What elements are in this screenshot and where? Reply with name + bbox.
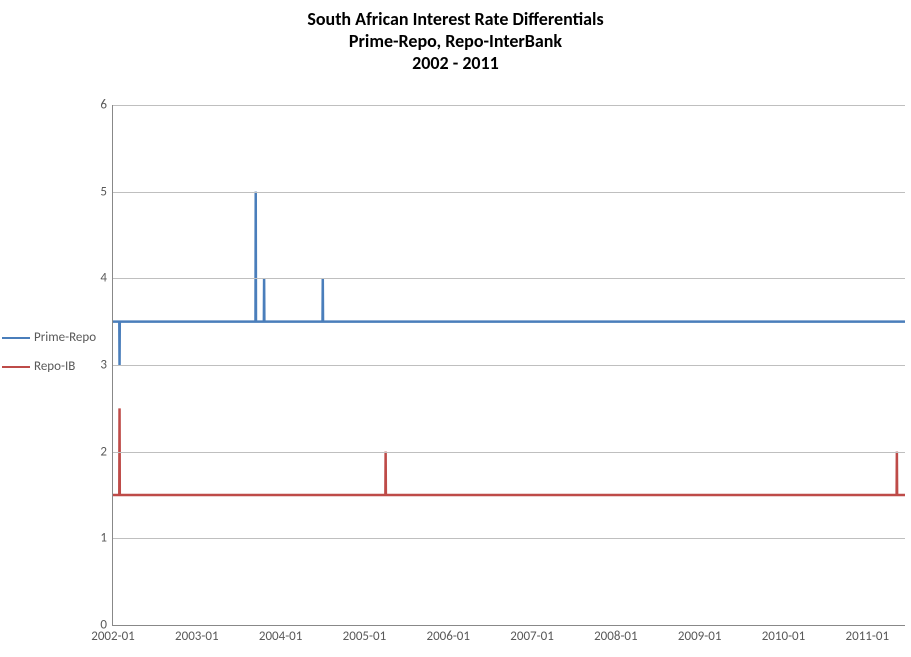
gridline — [113, 365, 905, 366]
legend-swatch — [2, 337, 30, 339]
gridline — [113, 452, 905, 453]
gridline — [113, 538, 905, 539]
x-tick-label: 2009-01 — [678, 629, 722, 644]
legend-label: Prime-Repo — [34, 330, 96, 345]
y-tick-label: 3 — [100, 358, 107, 373]
gridline — [113, 192, 905, 193]
x-tick-label: 2004-01 — [259, 629, 303, 644]
chart-container: South African Interest Rate Differential… — [0, 0, 911, 657]
y-tick-label: 6 — [100, 98, 107, 113]
y-tick-label: 4 — [100, 271, 107, 286]
plot-area: 01234562002-012003-012004-012005-012006-… — [112, 105, 905, 626]
y-tick-label: 1 — [100, 531, 107, 546]
x-tick-label: 2011-01 — [846, 629, 890, 644]
y-tick-label: 2 — [100, 444, 107, 459]
chart-title: South African Interest Rate Differential… — [0, 8, 911, 74]
legend-item: Prime-Repo — [2, 330, 96, 345]
x-tick-label: 2003-01 — [175, 629, 219, 644]
title-line: 2002 - 2011 — [0, 52, 911, 74]
y-tick-label: 5 — [100, 184, 107, 199]
legend-item: Repo-IB — [2, 359, 96, 374]
x-tick-label: 2008-01 — [594, 629, 638, 644]
x-tick-label: 2006-01 — [426, 629, 470, 644]
x-tick-label: 2010-01 — [762, 629, 806, 644]
legend: Prime-Repo Repo-IB — [2, 330, 96, 388]
legend-label: Repo-IB — [34, 359, 75, 374]
x-tick-label: 2002-01 — [91, 629, 135, 644]
title-line: South African Interest Rate Differential… — [0, 8, 911, 30]
gridline — [113, 105, 905, 106]
x-tick-label: 2005-01 — [343, 629, 387, 644]
legend-swatch — [2, 366, 30, 368]
gridline — [113, 278, 905, 279]
x-tick-label: 2007-01 — [510, 629, 554, 644]
title-line: Prime-Repo, Repo-InterBank — [0, 30, 911, 52]
